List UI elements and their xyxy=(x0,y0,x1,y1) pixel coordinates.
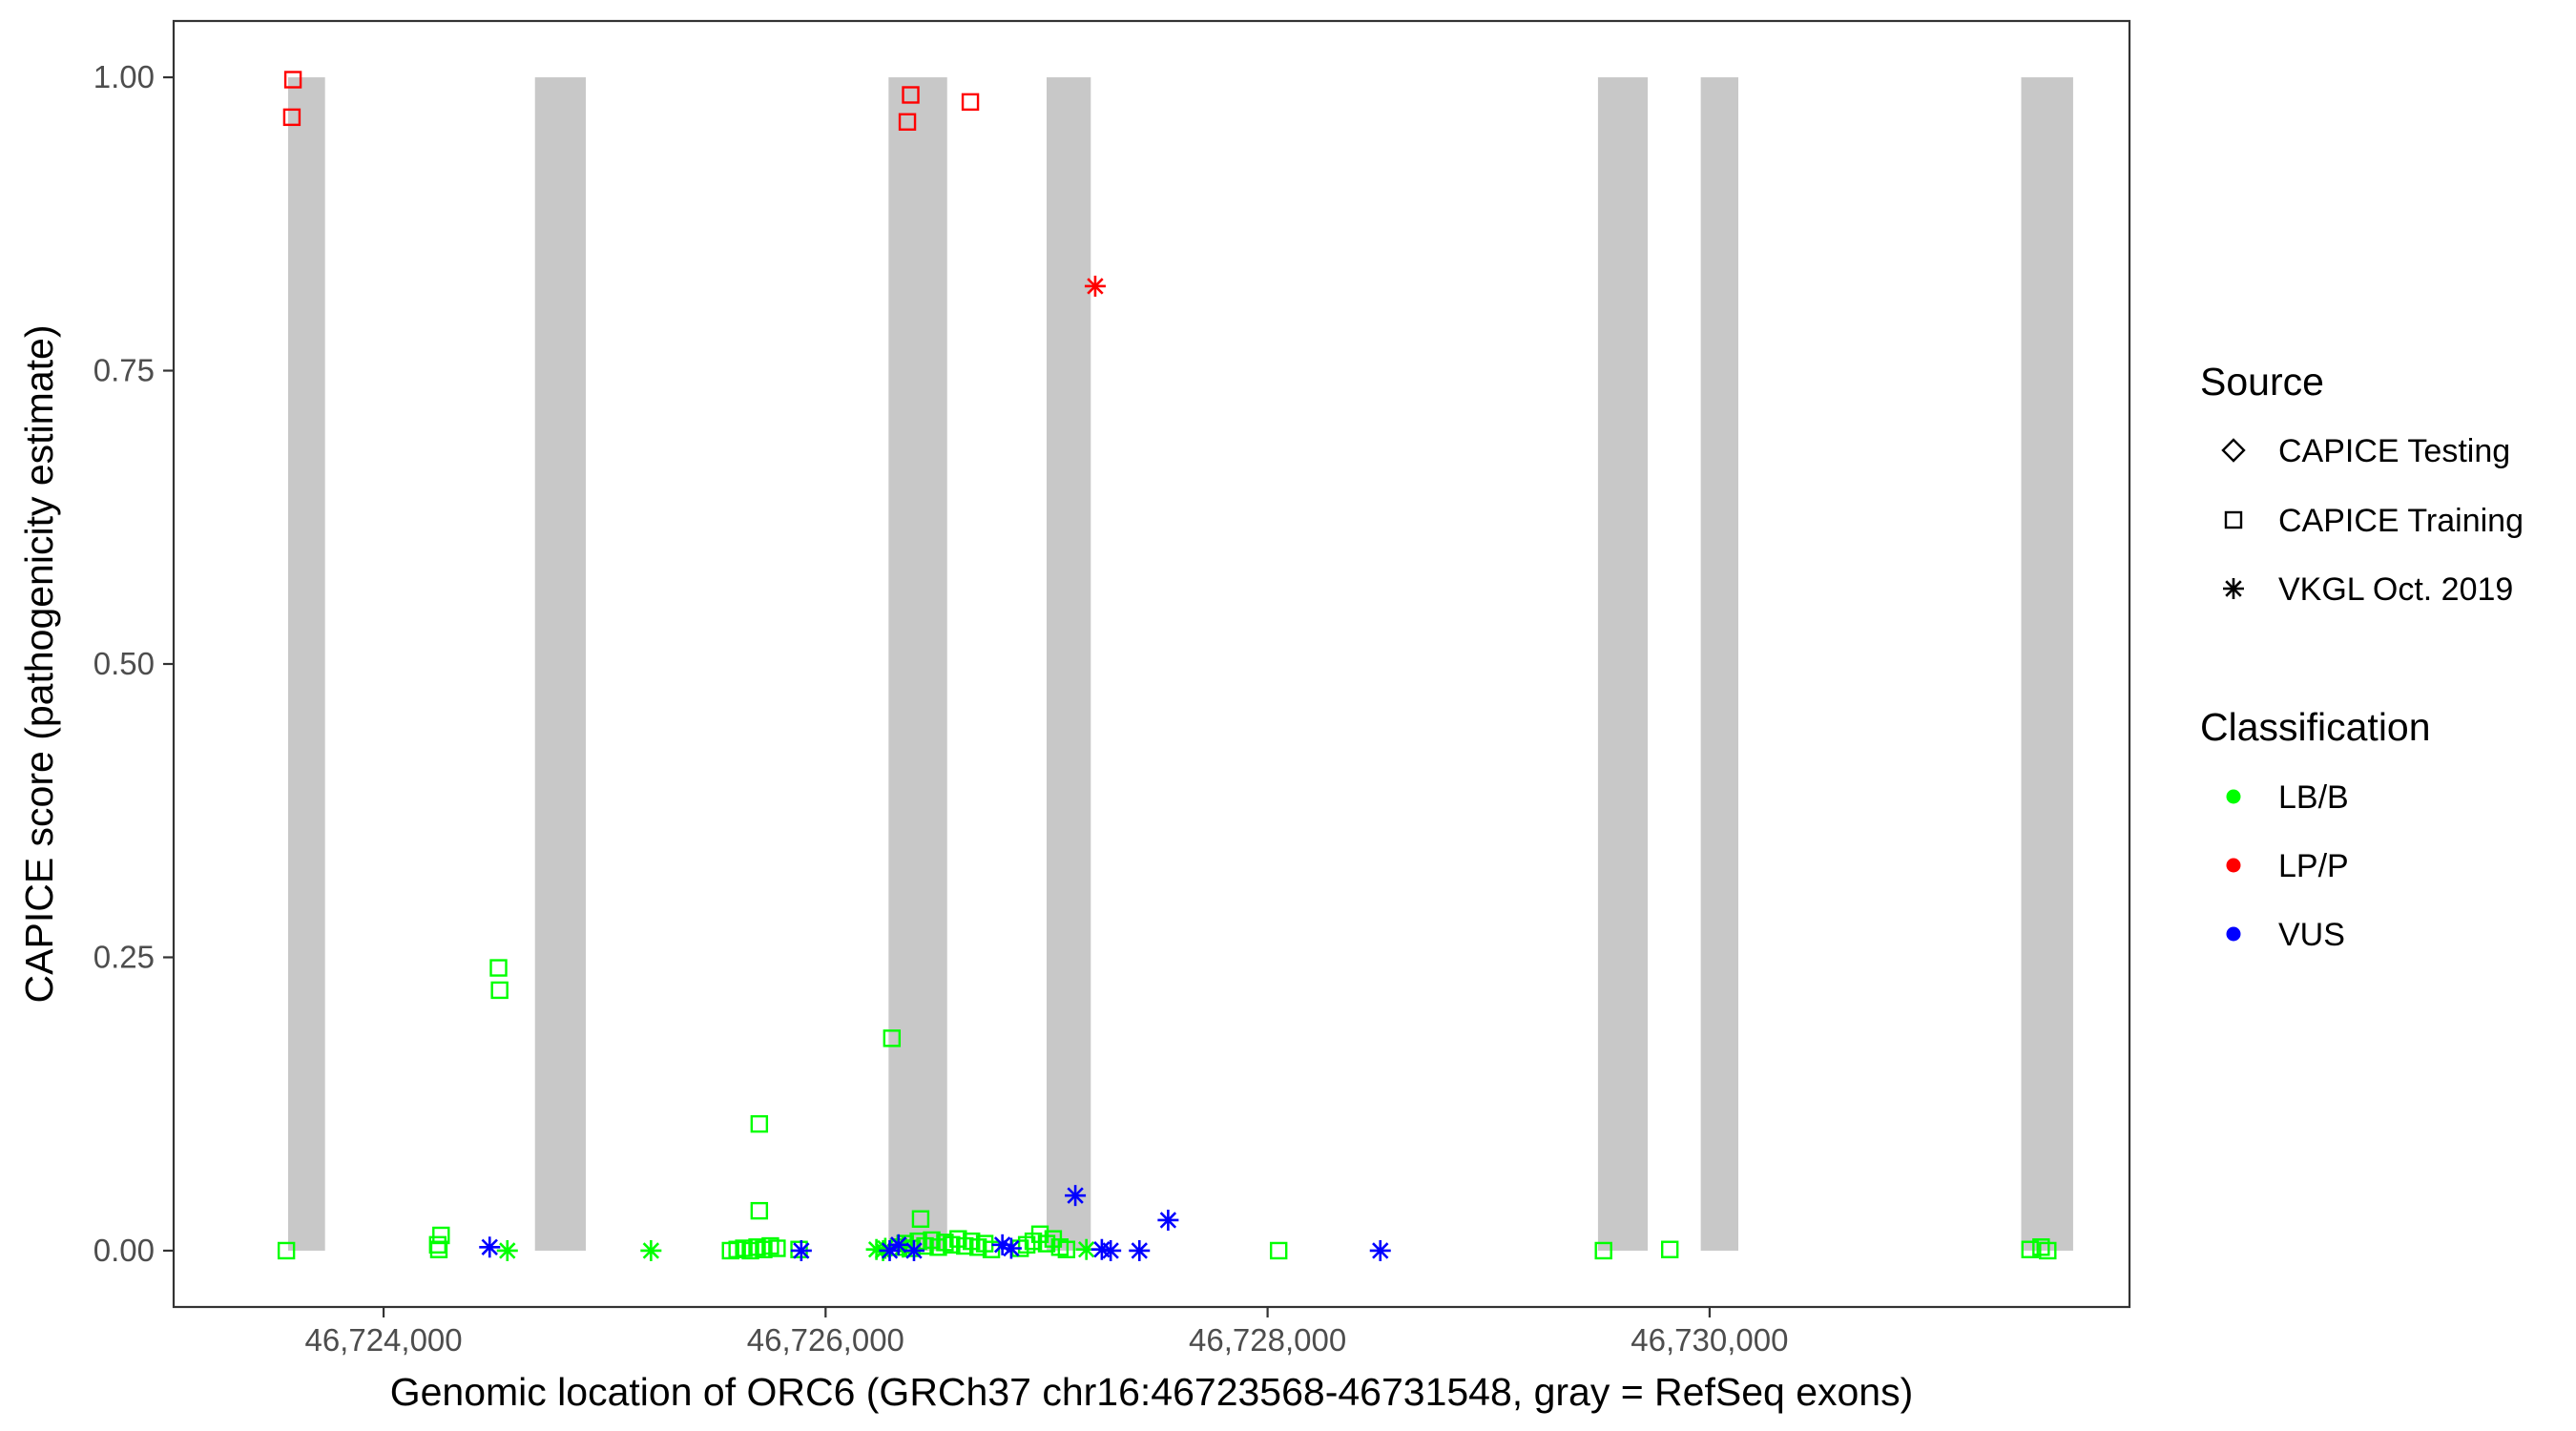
y-axis-title: CAPICE score (pathogenicity estimate) xyxy=(17,325,61,1004)
legend-key-diamond xyxy=(2221,438,2246,463)
training-point xyxy=(750,1201,769,1220)
training-point xyxy=(432,1226,450,1245)
training-point xyxy=(277,1241,296,1260)
training-point xyxy=(1594,1241,1612,1260)
training-point xyxy=(1269,1241,1288,1260)
y-tick-label: 0.75 xyxy=(93,353,155,388)
legend: Source Classification CAPICE Testing CAPI… xyxy=(2200,360,2524,953)
x-tick-label: 46,724,000 xyxy=(304,1322,462,1358)
training-point xyxy=(489,959,508,977)
training-point xyxy=(1660,1240,1679,1258)
vkgl-point xyxy=(1369,1239,1391,1261)
vkgl-point xyxy=(887,1234,909,1255)
vkgl-point xyxy=(640,1239,662,1261)
vkgl-point xyxy=(479,1236,501,1258)
exon-band xyxy=(1700,77,1738,1251)
legend-key-dot xyxy=(2226,858,2241,873)
legend-key-square xyxy=(2224,510,2243,529)
legend-class-label: LB/B xyxy=(2278,779,2349,816)
y-axis: 0.00 0.25 0.50 0.75 1.00 xyxy=(93,59,174,1268)
legend-source-label: CAPICE Testing xyxy=(2278,433,2510,469)
y-tick-label: 0.00 xyxy=(93,1233,155,1268)
training-point xyxy=(2039,1241,2057,1260)
training-point xyxy=(490,981,509,1000)
legend-key-asterisk xyxy=(2223,578,2244,599)
legend-classification-title: Classification xyxy=(2200,705,2431,749)
x-axis: 46,724,000 46,726,000 46,728,000 46,730,000 xyxy=(304,1307,1788,1358)
vkgl-point xyxy=(1065,1185,1087,1207)
legend-key-dot xyxy=(2226,789,2241,804)
vkgl-point xyxy=(1000,1237,1022,1259)
vkgl-point xyxy=(991,1234,1013,1255)
exon-bands xyxy=(287,77,2073,1251)
x-tick-label: 46,730,000 xyxy=(1631,1322,1788,1358)
training-point xyxy=(883,1029,902,1047)
legend-class-label: VUS xyxy=(2278,917,2345,953)
training-point xyxy=(429,1240,448,1258)
training-point xyxy=(768,1239,786,1257)
y-tick-label: 0.50 xyxy=(93,646,155,681)
y-tick-label: 1.00 xyxy=(93,59,155,94)
training-point xyxy=(961,93,980,112)
vkgl-point xyxy=(790,1239,812,1261)
vkgl-point xyxy=(1084,275,1106,297)
vkgl-point xyxy=(1157,1209,1179,1231)
data-points xyxy=(277,71,2057,1261)
training-point xyxy=(1057,1240,1076,1258)
exon-band xyxy=(287,77,325,1251)
vkgl-point xyxy=(1100,1239,1122,1261)
x-axis-title: Genomic location of ORC6 (GRCh37 chr16:4… xyxy=(390,1370,1914,1414)
training-point xyxy=(911,1210,930,1228)
legend-source-label: VKGL Oct. 2019 xyxy=(2278,571,2513,608)
training-point xyxy=(2021,1240,2039,1258)
training-point xyxy=(898,113,917,131)
exon-band xyxy=(1046,77,1091,1251)
vkgl-point xyxy=(903,1239,924,1261)
training-point xyxy=(902,86,920,104)
training-point xyxy=(750,1114,769,1133)
vkgl-point xyxy=(496,1239,518,1261)
x-tick-label: 46,726,000 xyxy=(747,1322,904,1358)
training-point xyxy=(282,108,301,127)
exon-band xyxy=(534,77,587,1251)
x-tick-label: 46,728,000 xyxy=(1189,1322,1346,1358)
exon-band xyxy=(1597,77,1649,1251)
exon-band xyxy=(2021,77,2073,1251)
y-tick-label: 0.25 xyxy=(93,939,155,974)
vkgl-point xyxy=(1129,1239,1151,1261)
legend-class-label: LP/P xyxy=(2278,848,2349,884)
legend-key-dot xyxy=(2226,926,2241,942)
legend-source-label: CAPICE Training xyxy=(2278,503,2524,539)
legend-source-title: Source xyxy=(2200,360,2324,404)
training-point xyxy=(283,71,302,89)
exon-band xyxy=(888,77,947,1251)
